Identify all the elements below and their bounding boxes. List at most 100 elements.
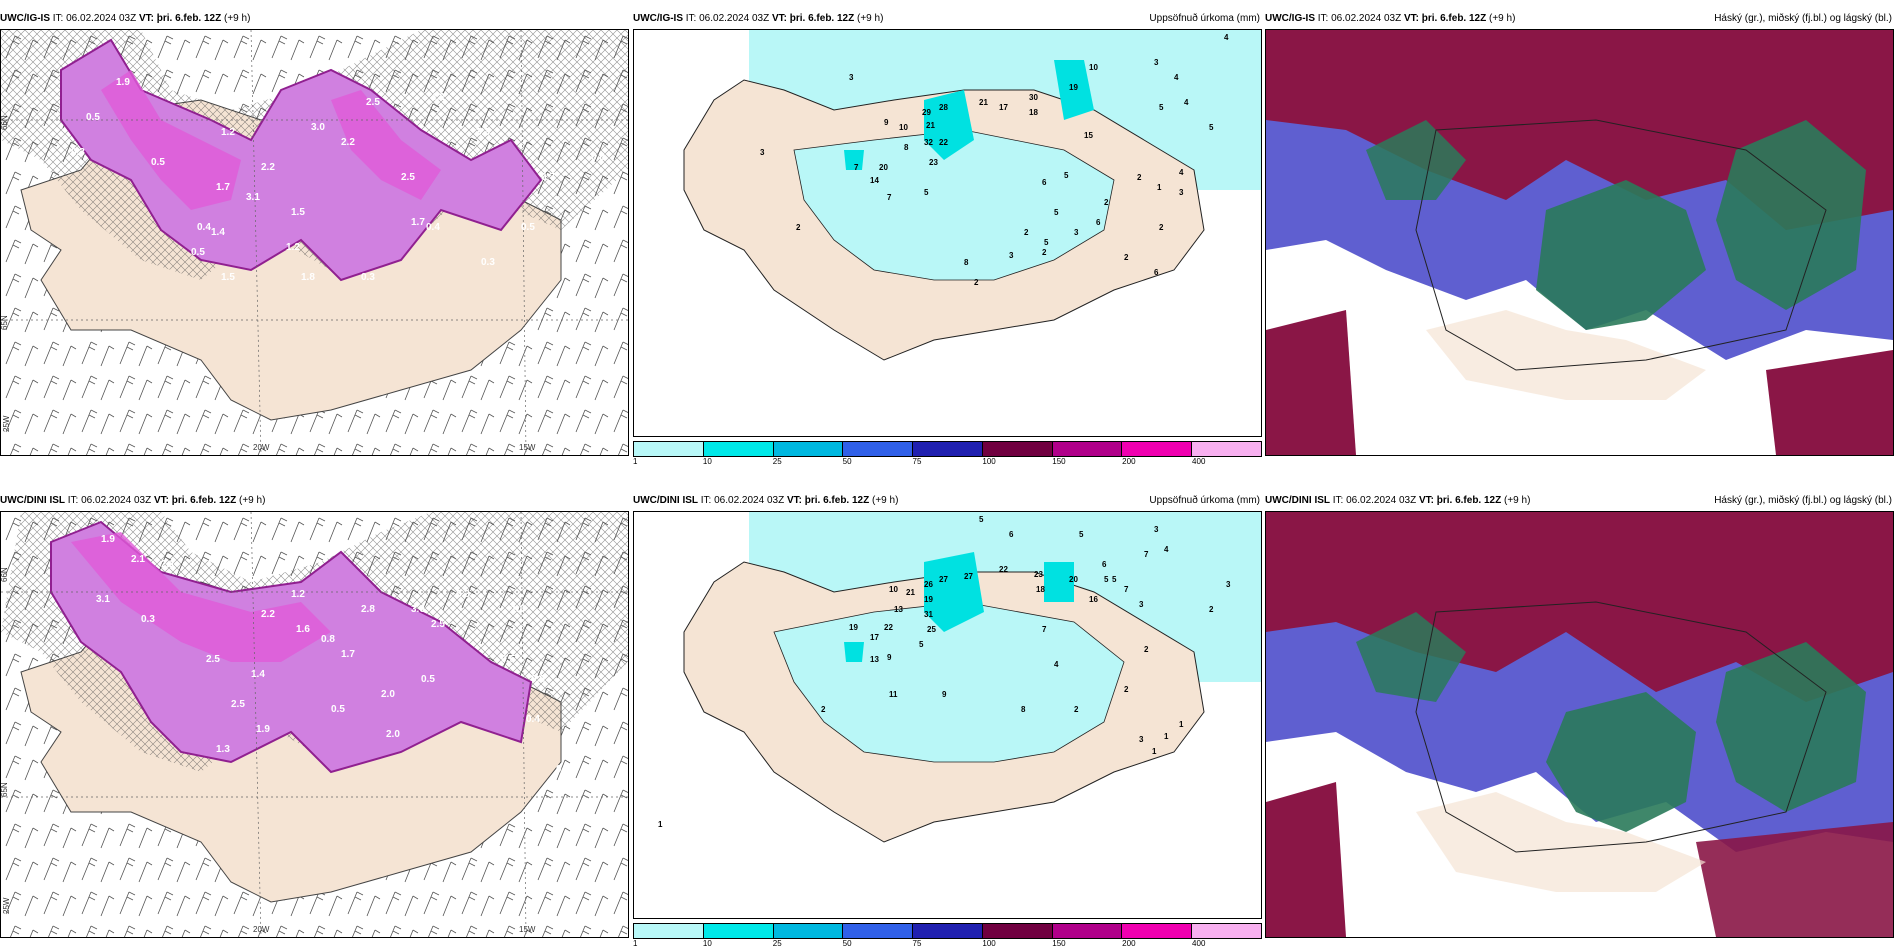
value-label: 3 — [1179, 188, 1184, 197]
value-label: 0.5 — [86, 112, 100, 123]
colorbar: 1 10 25 50 75 100 150 200 400 — [633, 923, 1262, 948]
colorbar-swatch — [982, 924, 1053, 938]
value-label: 3.1 — [96, 594, 110, 605]
value-label: 1 — [1179, 720, 1184, 729]
value-label: 3 — [1074, 228, 1079, 237]
colorbar-label: 100 — [982, 457, 996, 466]
it-value: 06.02.2024 03Z — [81, 495, 152, 506]
value-label: 3.1 — [246, 192, 260, 203]
value-label: 5 — [979, 515, 984, 524]
value-label: 25 — [927, 625, 936, 634]
lead-time: (+9 h) — [1504, 495, 1531, 506]
value-label: 17 — [870, 633, 879, 642]
value-label: 2 — [1159, 223, 1164, 232]
colorbar-swatches — [633, 441, 1262, 457]
vt-value: þri. 6.feb. 12Z — [1436, 495, 1502, 506]
value-label: 16 — [1089, 595, 1098, 604]
panel-header: UWC/IG-IS IT: 06.02.2024 03Z VT: þri. 6.… — [0, 10, 629, 28]
colorbar-labels: 1 10 25 50 75 100 150 200 400 — [633, 939, 1262, 949]
colorbar-swatch — [773, 442, 844, 456]
panel-title: Háský (gr.), miðský (fj.bl.) og lágský (… — [1714, 13, 1892, 24]
lat-tick: 66N — [1, 115, 9, 130]
value-label: 0.4 — [197, 222, 211, 233]
panel-header: UWC/DINI ISL IT: 06.02.2024 03Z VT: þri.… — [1265, 492, 1894, 510]
value-label: 21 — [979, 98, 988, 107]
value-label: 0.5 — [151, 157, 165, 168]
precip-map: 3 10 3 4 4 4 5 5 19 30 18 21 17 28 29 21… — [633, 29, 1262, 437]
value-label: 1.2 — [286, 242, 300, 253]
value-label: 2 — [1124, 685, 1129, 694]
colorbar-swatch — [913, 442, 983, 456]
value-label: 1.2 — [291, 589, 305, 600]
value-label: 0.5 — [331, 704, 345, 715]
value-label: 5 — [1044, 238, 1049, 247]
precip-map: 5 6 5 3 4 7 5 7 16 20 23 18 22 27 27 26 … — [633, 511, 1262, 919]
value-label: 6 — [1154, 268, 1159, 277]
model-name: UWC/IG-IS — [1265, 13, 1315, 24]
value-label: 0.4 — [526, 714, 540, 725]
colorbar: 1 10 25 50 75 100 150 200 400 — [633, 441, 1262, 466]
value-label: 7 — [1124, 585, 1129, 594]
value-label: 2.8 — [361, 604, 375, 615]
lon-tick: 25W — [2, 415, 11, 432]
value-label: 1.4 — [251, 669, 265, 680]
value-label: 3 — [1009, 251, 1014, 260]
value-label: 5 — [1054, 208, 1059, 217]
value-label: 8 — [964, 258, 969, 267]
precip-value-labels: 5 6 5 3 4 7 5 7 16 20 23 18 22 27 27 26 … — [658, 515, 1231, 829]
value-label: 3 — [849, 73, 854, 82]
value-label: 19 — [924, 595, 933, 604]
value-label: 26 — [924, 580, 933, 589]
cloud-map — [1265, 29, 1894, 456]
value-label: 3.3 — [476, 127, 490, 138]
value-label: 0.3 — [556, 764, 570, 775]
it-value: 06.02.2024 03Z — [699, 13, 770, 24]
value-label: 6 — [1102, 560, 1107, 569]
value-label: 3 — [1139, 600, 1144, 609]
cloud-map-svg — [1266, 512, 1893, 937]
colorbar-label: 400 — [1192, 939, 1206, 948]
colorbar-swatch — [982, 442, 1053, 456]
value-label: 6 — [1042, 178, 1047, 187]
lat-tick: 66N — [1, 567, 9, 582]
model-name: UWC/IG-IS — [633, 13, 683, 24]
value-label: 30 — [1029, 93, 1038, 102]
model-name: UWC/IG-IS — [0, 13, 50, 24]
it-value: 06.02.2024 03Z — [714, 495, 785, 506]
value-label: 2 — [974, 278, 979, 287]
value-label: 13 — [870, 655, 879, 664]
wind-precip-map: 1.9 2.1 2.1 3.1 0.3 2.5 1.4 2.2 1.6 2.5 … — [0, 511, 629, 938]
value-label: 3.0 — [311, 122, 325, 133]
value-label: 4 — [1164, 545, 1169, 554]
wind-map-svg: 1.9 0.5 0.3 2.2 2.5 4.2 3.3 1.2 0.5 1.7 … — [1, 30, 628, 455]
value-label: 0.5 — [501, 654, 515, 665]
value-label: 1 — [1152, 747, 1157, 756]
colorbar-swatch — [703, 924, 774, 938]
lon-tick: 25W — [2, 897, 11, 914]
colorbar-label: 1 — [633, 457, 638, 466]
colorbar-swatch — [773, 924, 844, 938]
vt-label: VT: — [771, 13, 787, 24]
value-label: 1.3 — [216, 744, 230, 755]
value-label: 0.8 — [531, 674, 545, 685]
value-label: 7 — [1144, 550, 1149, 559]
value-label: 9 — [942, 690, 947, 699]
value-label: 5 — [1104, 575, 1109, 584]
value-label: 1.4 — [211, 227, 225, 238]
value-label: 2.2 — [261, 609, 275, 620]
panel-title: Háský (gr.), miðský (fj.bl.) og lágský (… — [1714, 495, 1892, 506]
value-label: 5 — [1112, 575, 1117, 584]
value-label: 5 — [1159, 103, 1164, 112]
panel-header: UWC/DINI ISL IT: 06.02.2024 03Z VT: þri.… — [633, 492, 1262, 510]
colorbar-swatch — [634, 924, 704, 938]
colorbar-swatch — [1192, 924, 1262, 938]
value-label: 2 — [1042, 248, 1047, 257]
colorbar-label: 150 — [1052, 939, 1066, 948]
colorbar-label: 50 — [842, 457, 852, 466]
lead-time: (+9 h) — [1489, 13, 1516, 24]
value-label: 3 — [760, 148, 765, 157]
value-label: 28 — [939, 103, 948, 112]
vt-value: þri. 6.feb. 12Z — [804, 495, 870, 506]
it-label: IT: — [1332, 495, 1344, 506]
colorbar-label: 75 — [912, 939, 922, 948]
